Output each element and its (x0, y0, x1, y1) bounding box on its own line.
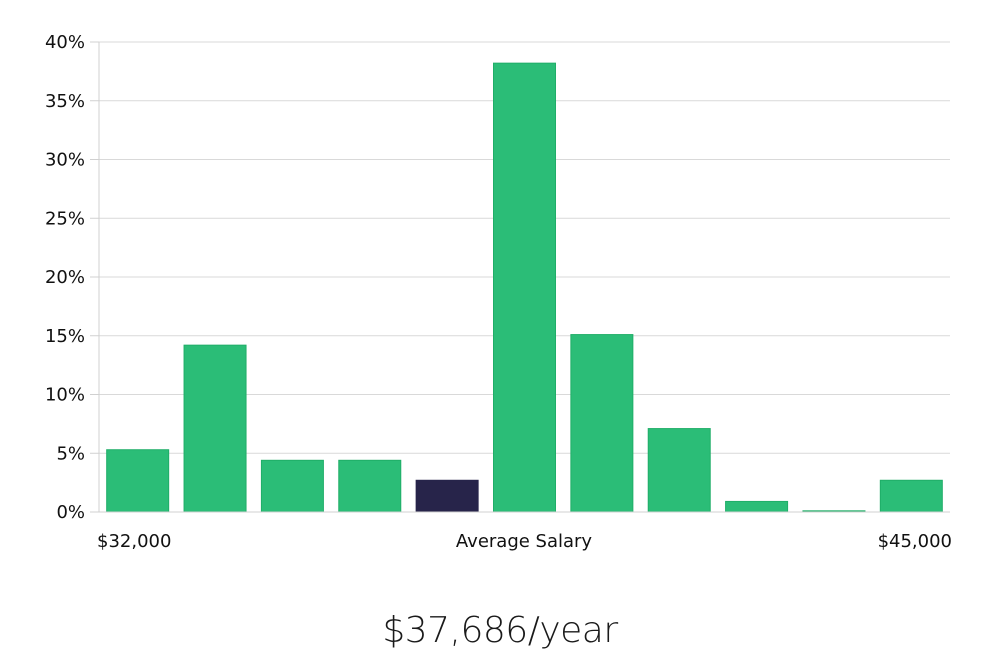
bars (106, 62, 943, 513)
bar (106, 449, 170, 513)
bar (570, 334, 634, 513)
y-tick-label: 5% (56, 443, 85, 464)
bar (725, 500, 789, 513)
x-center-label: Average Salary (456, 531, 593, 552)
bar (647, 428, 711, 513)
y-tick-label: 40% (45, 32, 85, 53)
y-tick-label: 0% (56, 502, 85, 523)
y-tick-label: 20% (45, 267, 85, 288)
y-tick-label: 15% (45, 326, 85, 347)
y-tick-label: 10% (45, 385, 85, 406)
x-min-label: $32,000 (97, 531, 171, 552)
x-max-label: $45,000 (878, 531, 952, 552)
bar (260, 459, 324, 513)
y-tick-label: 35% (45, 91, 85, 112)
y-tick-label: 25% (45, 208, 85, 229)
bar (338, 459, 402, 513)
bar (183, 344, 247, 513)
bar (493, 62, 556, 513)
y-tick-label: 30% (45, 150, 85, 171)
bar (879, 479, 943, 513)
salary-histogram: 0% 5% 10% 15% 20% 25% 30% 35% 40% $32,000 Averag… (45, 32, 952, 552)
average-salary-value: $37,686/year (382, 610, 618, 651)
bar-average-salary (415, 479, 479, 513)
y-axis-ticks: 0% 5% 10% 15% 20% 25% 30% 35% 40% (45, 32, 99, 523)
